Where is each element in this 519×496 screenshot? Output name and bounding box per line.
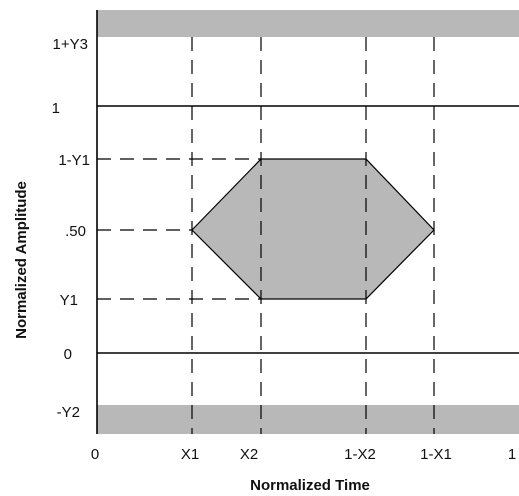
y-label-bottom: -Y2 xyxy=(57,404,80,421)
x-label-one: 1 xyxy=(508,446,516,463)
y-label-upper: 1-Y1 xyxy=(58,152,90,169)
top-forbidden-band xyxy=(97,10,519,37)
x-label-x1: X1 xyxy=(181,446,199,463)
bottom-forbidden-band xyxy=(97,405,519,434)
x-label-1-x1: 1-X1 xyxy=(420,446,452,463)
x-axis-title: Normalized Time xyxy=(250,477,370,494)
y-label-lower: Y1 xyxy=(60,292,78,309)
y-axis-title: Normalized Amplitude xyxy=(13,181,30,339)
y-label-top: 1+Y3 xyxy=(53,36,88,53)
x-label-x2: X2 xyxy=(240,446,258,463)
y-label-mid: .50 xyxy=(65,223,86,240)
y-label-zero: 0 xyxy=(64,346,72,363)
hexagon-mask xyxy=(191,158,435,300)
y-label-one: 1 xyxy=(52,100,60,117)
x-label-zero: 0 xyxy=(91,446,99,463)
x-label-1-x2: 1-X2 xyxy=(344,446,376,463)
